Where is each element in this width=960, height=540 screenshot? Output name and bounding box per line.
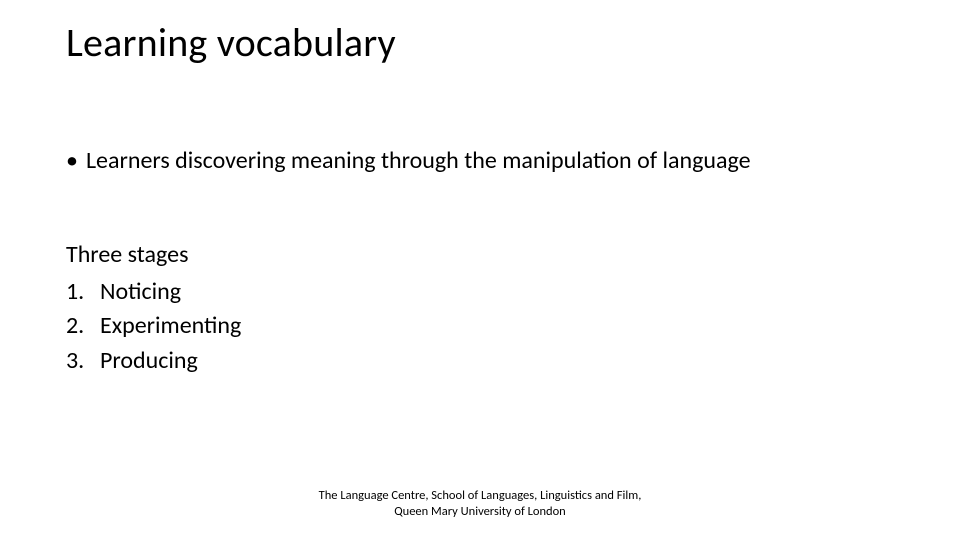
bullet-item: • Learners discovering meaning through t… (66, 145, 900, 177)
slide: Learning vocabulary • Learners discoveri… (0, 0, 960, 540)
footer-line-1: The Language Centre, School of Languages… (0, 488, 960, 504)
list-item: 2. Experimenting (66, 310, 900, 342)
slide-footer: The Language Centre, School of Languages… (0, 488, 960, 521)
slide-title: Learning vocabulary (66, 18, 396, 67)
list-item-text: Noticing (100, 276, 181, 308)
list-item-number: 2. (66, 310, 100, 342)
footer-line-2: Queen Mary University of London (0, 504, 960, 520)
list-item: 1. Noticing (66, 276, 900, 308)
list-item: 3. Producing (66, 345, 900, 377)
stages-heading: Three stages (66, 239, 900, 271)
slide-body: • Learners discovering meaning through t… (66, 145, 900, 377)
list-item-number: 3. (66, 345, 100, 377)
list-item-text: Experimenting (100, 310, 241, 342)
bullet-dot-icon: • (66, 145, 78, 177)
ordered-list: 1. Noticing 2. Experimenting 3. Producin… (66, 276, 900, 377)
bullet-text: Learners discovering meaning through the… (86, 145, 751, 177)
list-item-number: 1. (66, 276, 100, 308)
list-item-text: Producing (100, 345, 198, 377)
